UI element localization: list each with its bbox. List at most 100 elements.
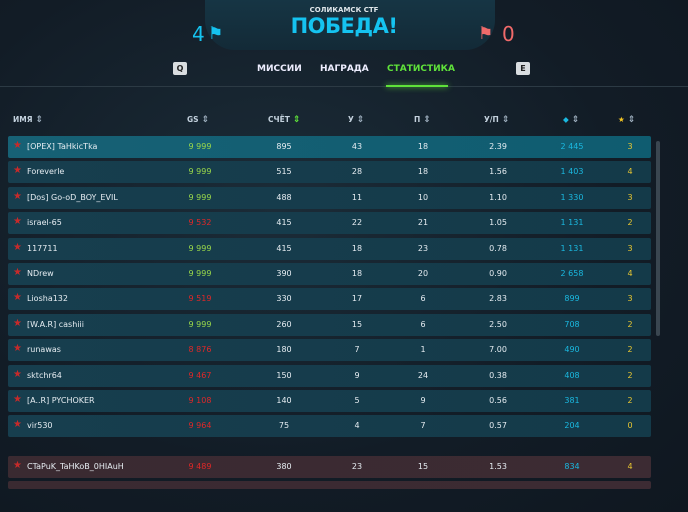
stars-value: 2 bbox=[627, 396, 633, 405]
crystals-value: 1 131 bbox=[560, 218, 584, 228]
player-name: [A..R] PYCHOKER bbox=[27, 396, 95, 405]
score-value: 515 bbox=[276, 167, 292, 177]
stars-value: 2 bbox=[627, 345, 633, 355]
player-name: israel-65 bbox=[27, 218, 62, 228]
kd-value: 7.00 bbox=[489, 345, 507, 355]
col-kills[interactable]: У ⇕ bbox=[348, 115, 365, 125]
map-name: СОЛИКАМСК CTF bbox=[309, 6, 379, 14]
kd-value: 0.38 bbox=[489, 370, 507, 380]
crystals-value: 708 bbox=[564, 319, 580, 329]
tab-reward[interactable]: НАГРАДА bbox=[320, 64, 369, 74]
kd-value: 2.50 bbox=[489, 319, 507, 329]
deaths-value: 18 bbox=[417, 142, 429, 151]
gs-value: 9 964 bbox=[188, 421, 212, 431]
kd-value: 1.05 bbox=[489, 218, 507, 228]
gs-value: 9 999 bbox=[188, 142, 212, 151]
player-name: NDrew bbox=[27, 269, 54, 278]
table-row[interactable]: ★ israel-65 9 532 415 22 21 1.05 1 131 2 bbox=[8, 212, 651, 235]
score-value: 895 bbox=[276, 142, 292, 151]
score-value: 488 bbox=[276, 192, 292, 202]
score-value: 75 bbox=[278, 421, 290, 431]
score-value: 150 bbox=[276, 370, 292, 380]
deaths-value: 1 bbox=[420, 345, 426, 355]
kd-value: 0.78 bbox=[489, 243, 507, 253]
stars-value: 2 bbox=[627, 218, 633, 228]
stars-value: 3 bbox=[627, 142, 633, 151]
team-score: 4 bbox=[192, 22, 205, 46]
table-row[interactable]: ★ Foreverle 9 999 515 28 18 1.56 1 403 4 bbox=[8, 161, 651, 184]
kills-value: 9 bbox=[354, 370, 360, 380]
tab-statistics[interactable]: СТАТИСТИКА bbox=[387, 64, 455, 74]
gs-value: 9 999 bbox=[188, 243, 212, 253]
player-name: [Dos] Go-oD_BOY_EVIL bbox=[27, 192, 118, 202]
rank-icon: ★ bbox=[13, 190, 22, 202]
rank-icon: ★ bbox=[13, 368, 22, 380]
red-flag-icon: ⚑ bbox=[478, 24, 494, 44]
deaths-value: 18 bbox=[417, 167, 429, 177]
stars-value: 3 bbox=[627, 294, 633, 304]
score-value: 180 bbox=[276, 345, 292, 355]
rank-icon: ★ bbox=[13, 419, 22, 431]
table-row[interactable]: ★ Liosha132 9 519 330 17 6 2.83 899 3 bbox=[8, 288, 651, 311]
kd-value: 0.57 bbox=[489, 421, 507, 431]
kills-value: 15 bbox=[351, 319, 363, 329]
crystals-value: 1 131 bbox=[560, 243, 584, 253]
rank-icon: ★ bbox=[13, 241, 22, 253]
gs-value: 9 999 bbox=[188, 269, 212, 278]
col-stars[interactable]: ★ ⇕ bbox=[618, 115, 636, 125]
table-row[interactable]: ★ NDrew 9 999 390 18 20 0.90 2 658 4 bbox=[8, 263, 651, 285]
kills-value: 23 bbox=[351, 462, 363, 471]
score-value: 330 bbox=[276, 294, 292, 304]
crystals-value: 1 403 bbox=[560, 167, 584, 177]
enemy-score: 0 bbox=[502, 22, 515, 46]
gs-value: 9 532 bbox=[188, 218, 212, 228]
table-row[interactable]: ★ vir530 9 964 75 4 7 0.57 204 0 bbox=[8, 415, 651, 438]
col-deaths[interactable]: П ⇕ bbox=[414, 115, 431, 125]
col-crystals[interactable]: ◆ ⇕ bbox=[563, 115, 580, 125]
table-row[interactable]: ★ runawas 8 876 180 7 1 7.00 490 2 bbox=[8, 339, 651, 362]
crystals-value: 2 658 bbox=[560, 269, 584, 278]
active-tab-indicator bbox=[386, 85, 448, 87]
kills-value: 4 bbox=[354, 421, 360, 431]
score-value: 260 bbox=[276, 319, 292, 329]
kills-value: 43 bbox=[351, 142, 363, 151]
player-name: runawas bbox=[27, 345, 61, 355]
stars-value: 2 bbox=[627, 319, 633, 329]
table-row[interactable]: ★ [W.A.R] cashiii 9 999 260 15 6 2.50 70… bbox=[8, 313, 651, 336]
deaths-value: 7 bbox=[420, 421, 426, 431]
table-row[interactable]: ★ sktchr64 9 467 150 9 24 0.38 408 2 bbox=[8, 364, 651, 387]
table-row[interactable]: ★ [OPEX] TaHkicTka 9 999 895 43 18 2.39 … bbox=[8, 136, 651, 158]
gs-value: 9 489 bbox=[188, 462, 212, 471]
diamond-icon: ◆ bbox=[563, 115, 569, 124]
table-row[interactable]: ★ [Dos] Go-oD_BOY_EVIL 9 999 488 11 10 1… bbox=[8, 186, 651, 209]
col-gs[interactable]: GS ⇕ bbox=[187, 115, 210, 125]
stars-value: 2 bbox=[627, 370, 633, 380]
crystals-value: 899 bbox=[564, 294, 580, 304]
col-name[interactable]: ИМЯ ⇕ bbox=[13, 115, 44, 125]
kills-value: 22 bbox=[351, 218, 363, 228]
gs-value: 8 876 bbox=[188, 345, 212, 355]
table-row[interactable]: ★ CTaPuK_TaHKoB_0HIAuH 9 489 380 23 15 1… bbox=[8, 456, 651, 478]
kd-value: 0.56 bbox=[489, 396, 507, 405]
score-value: 390 bbox=[276, 269, 292, 278]
prev-tab-key[interactable]: Q bbox=[173, 62, 187, 75]
next-tab-key[interactable]: E bbox=[516, 62, 530, 75]
crystals-value: 2 445 bbox=[560, 142, 584, 151]
rank-icon: ★ bbox=[13, 267, 22, 278]
rank-icon: ★ bbox=[13, 140, 22, 151]
battle-result: ПОБЕДА! bbox=[290, 14, 398, 38]
deaths-value: 9 bbox=[420, 396, 426, 405]
kd-value: 1.53 bbox=[489, 462, 507, 471]
col-kd[interactable]: У/П ⇕ bbox=[484, 115, 510, 125]
table-row[interactable]: ★ 117711 9 999 415 18 23 0.78 1 131 3 bbox=[8, 237, 651, 260]
scrollbar[interactable] bbox=[656, 141, 660, 336]
crystals-value: 834 bbox=[564, 462, 580, 471]
stars-value: 4 bbox=[627, 167, 633, 177]
crystals-value: 1 330 bbox=[560, 192, 584, 202]
table-row[interactable]: ★ [A..R] PYCHOKER 9 108 140 5 9 0.56 381… bbox=[8, 390, 651, 412]
table-row-partial bbox=[8, 481, 651, 489]
tab-missions[interactable]: МИССИИ bbox=[257, 64, 302, 74]
rank-icon: ★ bbox=[13, 317, 22, 329]
star-icon: ★ bbox=[618, 115, 625, 124]
col-score[interactable]: СЧЁТ ⇕ bbox=[268, 115, 301, 125]
